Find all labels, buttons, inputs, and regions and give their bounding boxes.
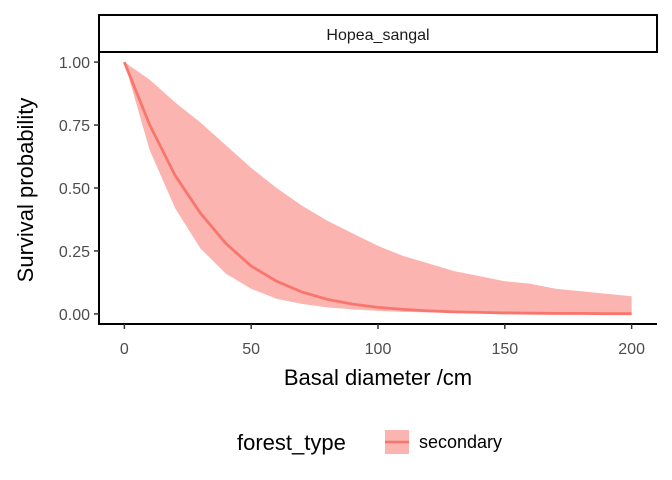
x-axis-title: Basal diameter /cm (284, 365, 472, 390)
y-axis: 0.00 0.25 0.50 0.75 1.00 (59, 55, 99, 324)
series-line-secondary (123, 61, 632, 316)
x-tick-label: 150 (491, 341, 518, 358)
confidence-ribbon-secondary (124, 62, 632, 314)
facet-label: Hopea_sangal (326, 27, 429, 44)
plot-area (123, 61, 632, 316)
x-tick-label: 50 (242, 341, 260, 358)
x-tick-label: 100 (365, 341, 392, 358)
y-tick-label: 0.75 (59, 118, 90, 135)
y-tick-label: 0.50 (59, 181, 90, 198)
y-tick-label: 0.25 (59, 244, 90, 261)
y-tick-label: 1.00 (59, 55, 90, 72)
x-tick-label: 200 (618, 341, 645, 358)
legend-title: forest_type (237, 430, 346, 455)
facet-strip (98, 14, 658, 53)
x-axis: 0 50 100 150 200 (120, 324, 645, 358)
y-tick-label: 0.00 (59, 307, 90, 324)
legend-label-secondary: secondary (419, 432, 502, 452)
x-tick-label: 0 (120, 341, 129, 358)
y-axis-title: Survival probability (13, 98, 38, 283)
legend: forest_type secondary (237, 430, 502, 455)
